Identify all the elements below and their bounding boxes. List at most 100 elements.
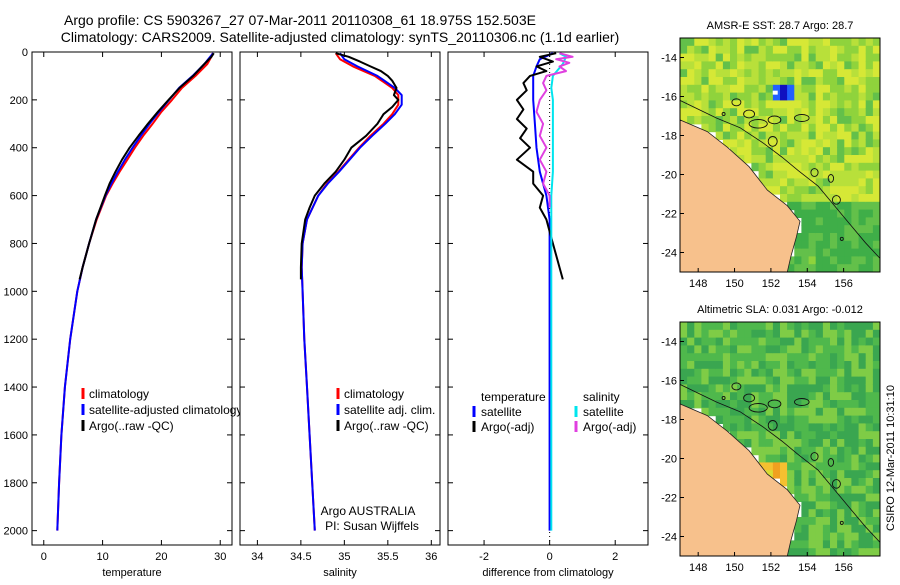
map-cell	[737, 329, 745, 339]
map-cell	[858, 217, 867, 226]
map-cell	[872, 548, 880, 556]
map-cell	[687, 116, 695, 125]
credit-label: CSIRO 12-Mar-2011 10:31:10	[885, 385, 897, 531]
map-cell	[808, 470, 817, 479]
map-cell	[830, 240, 838, 250]
map-cell	[808, 485, 817, 495]
map-cell	[858, 131, 867, 140]
map-cell	[822, 116, 831, 125]
map-y-tick-label: -20	[661, 454, 677, 466]
map-cell	[872, 194, 880, 203]
map-cell	[808, 45, 817, 55]
map-cell	[815, 384, 824, 393]
map-cell	[758, 53, 767, 62]
map-cell	[780, 147, 788, 156]
map-cell	[815, 517, 824, 526]
map-cell	[837, 69, 845, 78]
map-cell	[815, 194, 824, 203]
map-cell	[837, 139, 845, 148]
map-cell	[687, 376, 695, 385]
map-cell	[865, 493, 874, 502]
map-cell	[858, 170, 867, 179]
map-cell	[872, 256, 880, 265]
map-cell	[737, 53, 745, 62]
map-cell	[858, 256, 867, 265]
map-cell	[822, 162, 831, 172]
reef-outline	[767, 399, 782, 409]
map-cell	[815, 155, 824, 164]
map-cell	[758, 384, 767, 393]
map-cell	[815, 376, 824, 385]
map-cell	[872, 485, 880, 495]
map-cell	[758, 100, 767, 109]
map-cell	[730, 361, 738, 370]
map-cell	[722, 415, 731, 424]
map-cell	[837, 61, 845, 70]
map-cell	[837, 400, 845, 409]
map-cell	[830, 100, 838, 109]
map-cell	[730, 108, 738, 117]
map-cell	[722, 368, 731, 378]
map-cell	[765, 131, 774, 140]
map-cell	[758, 368, 767, 378]
map-cell	[794, 162, 802, 172]
map-cell	[758, 61, 767, 70]
x-tick-label: 30	[214, 551, 226, 563]
y-tick-label: 1200	[4, 334, 28, 346]
map-cell	[872, 415, 880, 424]
map-cell	[851, 337, 860, 346]
map-cell	[772, 337, 781, 346]
map-cell	[872, 368, 880, 378]
map-cell	[737, 77, 745, 86]
map-cell	[830, 194, 838, 203]
map-cell	[794, 454, 802, 463]
map-cell	[737, 131, 745, 140]
map-cell	[837, 178, 845, 187]
map-cell	[822, 501, 831, 510]
map-cell	[730, 38, 738, 47]
map-cell	[765, 462, 774, 471]
map-cell	[730, 139, 738, 148]
map-cell	[680, 100, 688, 109]
map-cell	[701, 61, 710, 70]
map-cell	[822, 92, 831, 101]
map-cell	[822, 240, 831, 250]
map-cell	[822, 201, 831, 211]
map-cell	[751, 131, 760, 140]
map-cell	[858, 337, 867, 346]
map-cell	[815, 170, 824, 179]
map-cell	[851, 155, 860, 164]
map-cell	[715, 361, 724, 370]
map-cell	[751, 77, 760, 86]
map-cell	[837, 337, 845, 346]
map-cell	[687, 84, 695, 94]
map-cell	[758, 131, 767, 140]
map-cell	[837, 470, 845, 479]
map-cell	[815, 485, 824, 495]
map-cell	[858, 77, 867, 86]
map-cell	[872, 439, 880, 448]
map-cell	[808, 431, 817, 440]
map-cell	[844, 353, 852, 362]
map-cell	[865, 155, 874, 164]
map-cell	[872, 69, 880, 78]
map-cell	[694, 322, 702, 331]
map-cell	[687, 38, 695, 47]
map-cell	[794, 248, 802, 257]
map-cell	[822, 329, 831, 339]
map-cell	[865, 225, 874, 234]
map-cell	[844, 548, 852, 556]
map-cell	[794, 392, 802, 401]
map-cell	[872, 108, 880, 117]
map-cell	[737, 92, 745, 101]
map-cell	[858, 209, 867, 218]
map-cell	[844, 155, 852, 164]
map-cell	[765, 155, 774, 164]
map-cell	[830, 384, 838, 393]
map-y-tick-label: -22	[661, 209, 677, 221]
map-cell	[730, 353, 738, 362]
map-cell	[687, 69, 695, 78]
map-cell	[737, 147, 745, 156]
map-cell	[822, 209, 831, 218]
land-mass	[680, 403, 801, 556]
